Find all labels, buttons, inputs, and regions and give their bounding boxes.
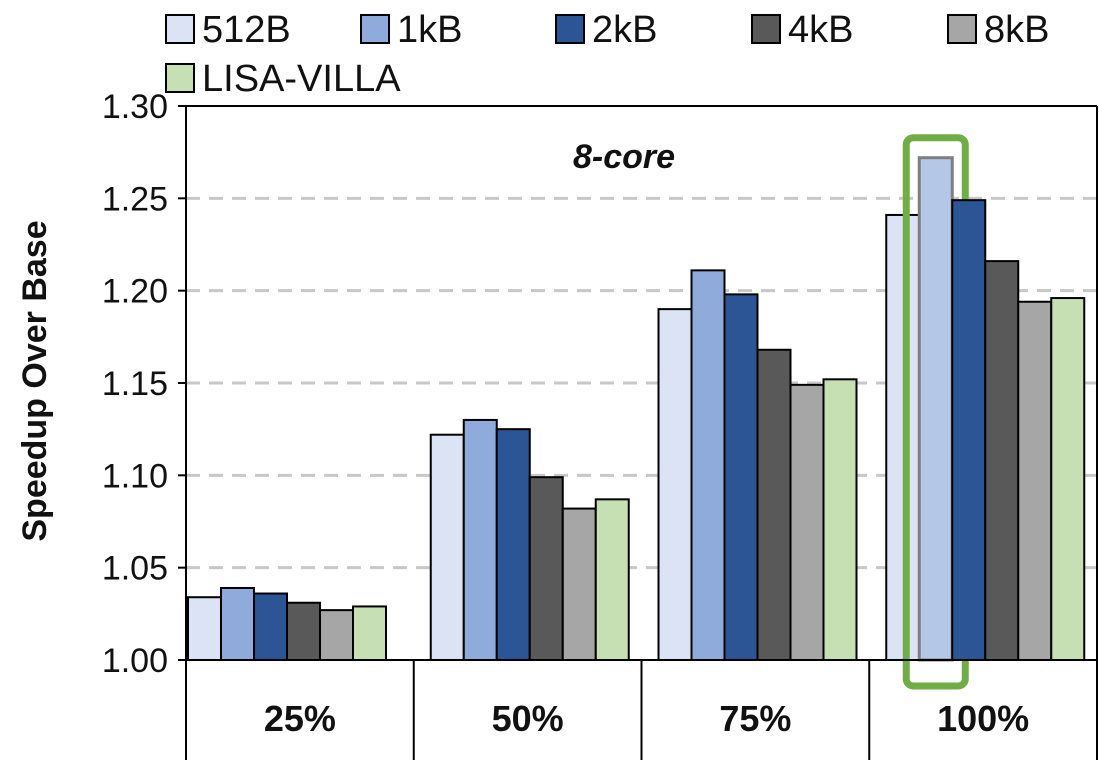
bar — [789, 383, 825, 661]
bar — [723, 293, 759, 661]
bar — [951, 199, 987, 661]
legend-swatch — [751, 14, 781, 44]
x-category-label: 100% — [937, 698, 1029, 739]
y-tick-label: 1.20 — [102, 273, 168, 311]
bar — [756, 348, 792, 661]
y-tick-label: 1.05 — [102, 550, 168, 588]
legend-label: LISA-VILLA — [202, 58, 401, 100]
bar — [429, 433, 465, 661]
x-category-label: 75% — [719, 698, 791, 739]
legend-label: 1kB — [397, 9, 462, 51]
bar — [495, 428, 531, 661]
legend-swatch — [947, 14, 977, 44]
y-tick-label: 1.10 — [102, 457, 168, 495]
x-category-label: 50% — [492, 698, 564, 739]
legend-swatch — [360, 14, 390, 44]
bar — [822, 378, 858, 661]
bar — [1017, 300, 1053, 661]
legend-swatch — [165, 14, 195, 44]
bar — [528, 476, 564, 661]
bar — [286, 601, 321, 662]
bars — [187, 134, 1086, 690]
legend: 512B 1kB 2kB 4kB 8kB LISA-VILLA — [165, 9, 1049, 100]
y-tick-label: 1.15 — [102, 365, 168, 403]
bar — [984, 260, 1020, 661]
y-tick-label: 1.30 — [102, 88, 168, 126]
legend-label: 8kB — [984, 9, 1049, 51]
bar — [917, 156, 954, 662]
bar — [462, 418, 498, 661]
legend-swatch — [555, 14, 585, 44]
bar — [1050, 297, 1086, 661]
bar — [657, 308, 693, 661]
bar — [220, 586, 255, 661]
legend-label: 4kB — [788, 9, 853, 51]
bar — [187, 596, 222, 661]
chart-annotation: 8-core — [573, 138, 675, 176]
bar — [319, 609, 354, 662]
y-tick-label: 1.00 — [102, 642, 168, 680]
axes: 1.00 1.05 1.10 1.15 1.20 1.25 1.30 25% 50% 75% 100… — [102, 88, 1098, 760]
y-axis-label: Speedup Over Base — [16, 220, 54, 541]
legend-label: 2kB — [592, 9, 657, 51]
bar — [594, 498, 630, 661]
bar — [352, 605, 387, 661]
bar — [561, 507, 597, 661]
legend-swatch — [165, 63, 195, 93]
legend-label: 512B — [202, 9, 291, 51]
bar — [690, 269, 726, 661]
bar — [253, 592, 288, 662]
y-tick-label: 1.25 — [102, 180, 168, 218]
x-category-label: 25% — [264, 698, 336, 739]
